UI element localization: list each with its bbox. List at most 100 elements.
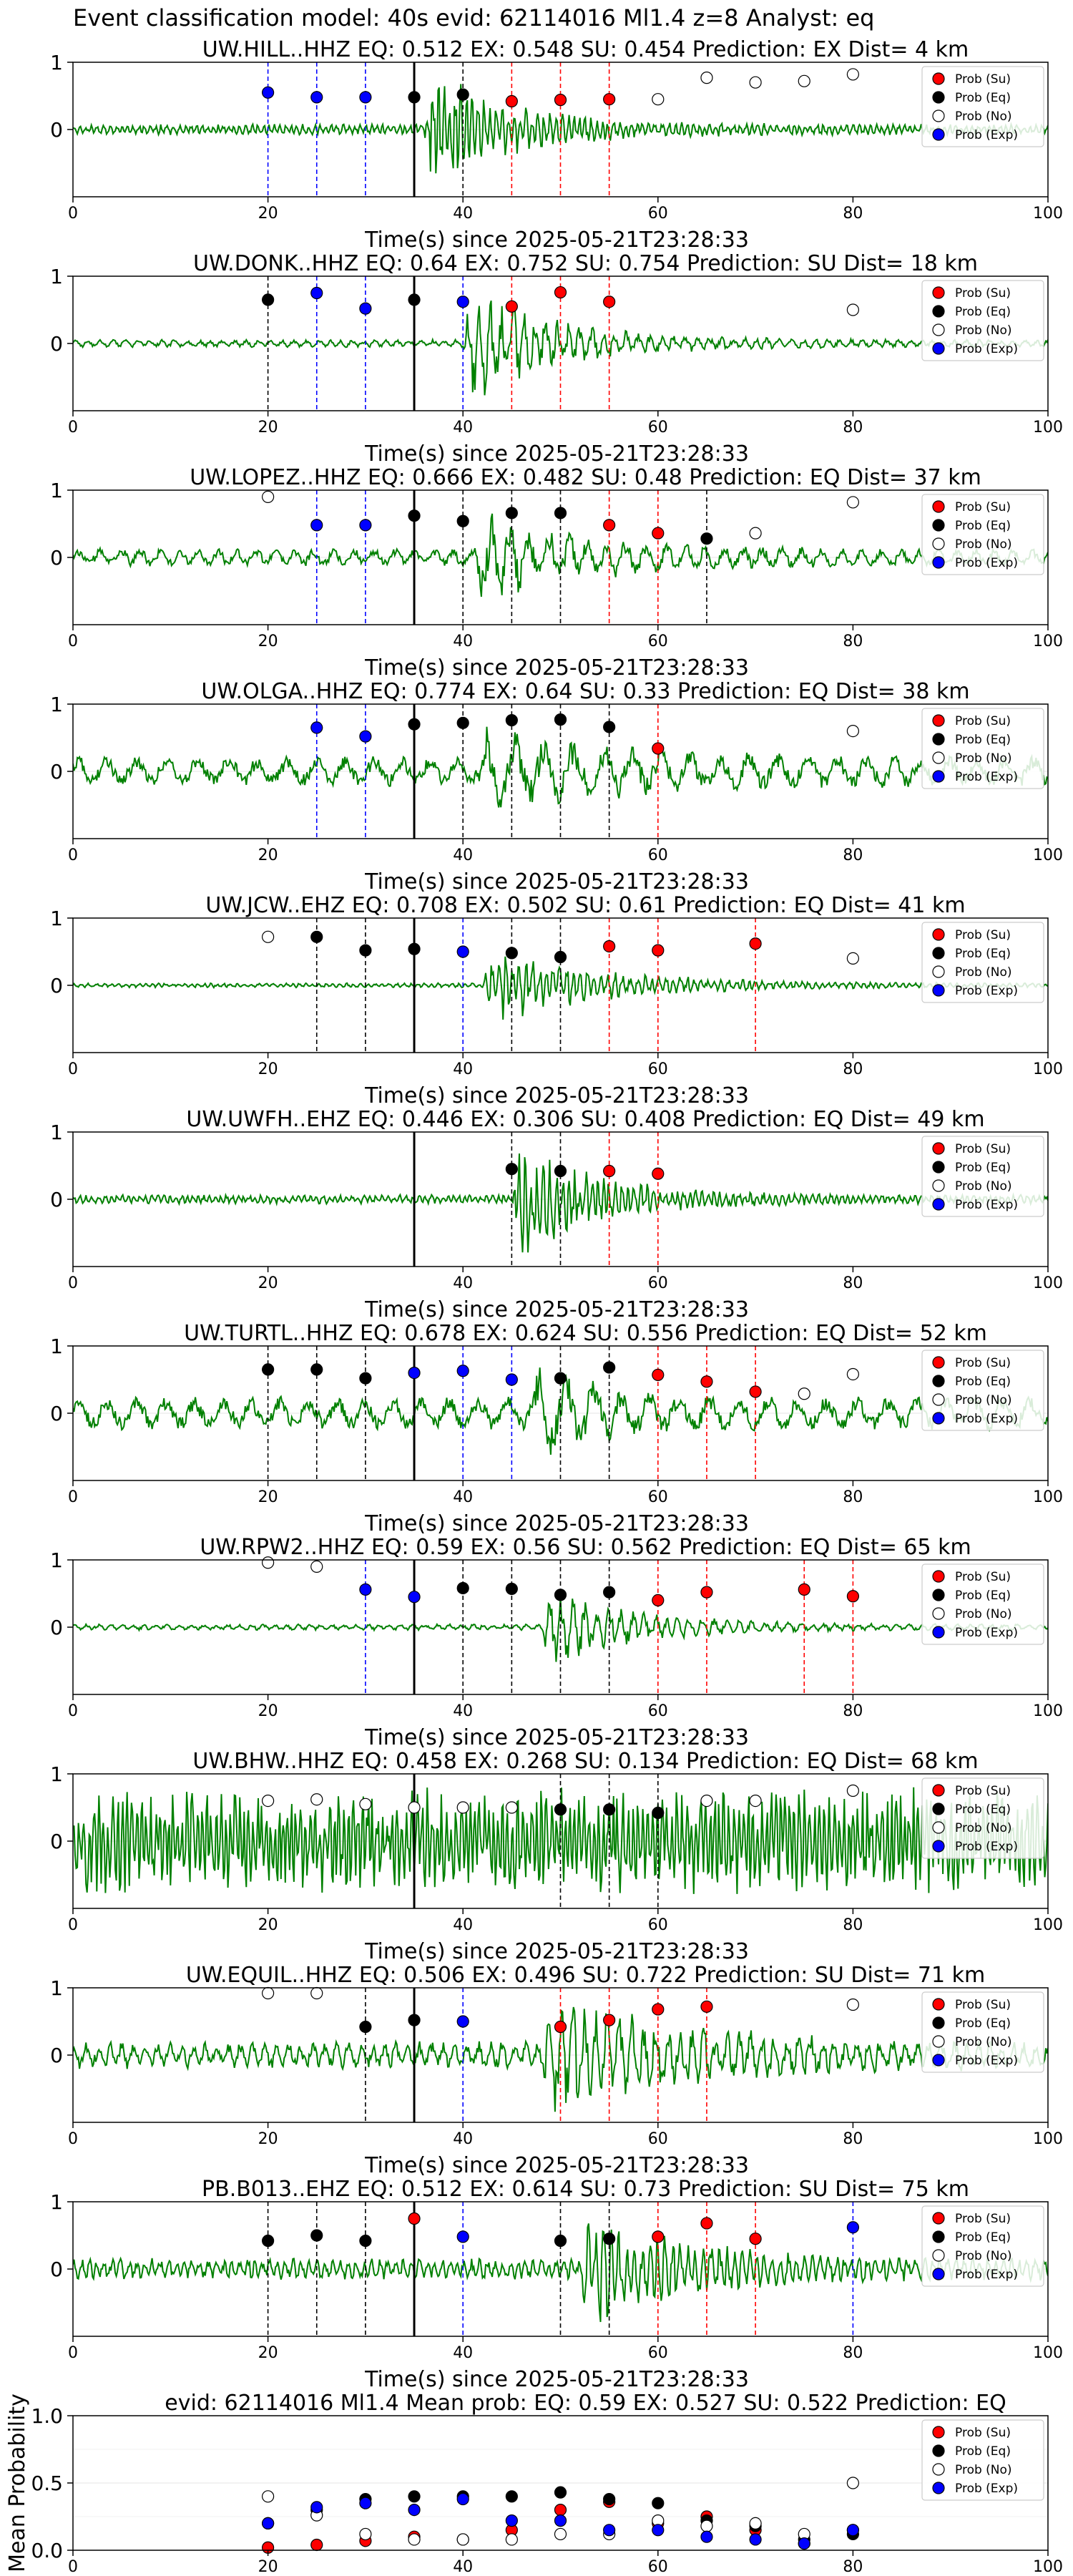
prob-point-probsu — [310, 2538, 323, 2552]
prob-point-probeq — [554, 950, 567, 964]
prob-point-probno — [262, 930, 275, 943]
panel-title: UW.EQUIL..HHZ EQ: 0.506 EX: 0.496 SU: 0.… — [186, 1963, 985, 1988]
prob-point-probexp — [359, 730, 372, 743]
x-axis-label: Time(s) since 2025-05-21T23:28:33 — [364, 2153, 749, 2178]
prob-point-probeq — [603, 2233, 616, 2245]
prob-point-probsu — [652, 2230, 665, 2243]
prob-point-probexp — [456, 1365, 469, 1377]
prob-point-probexp — [700, 2530, 713, 2543]
legend-marker — [932, 1393, 945, 1406]
prob-point-probsu — [749, 1385, 762, 1398]
x-tick-label: 20 — [258, 2130, 278, 2148]
x-tick-label: 60 — [648, 1702, 668, 1720]
legend-marker — [932, 323, 945, 336]
legend: Prob (Su) Prob (Eq) Prob (No) Prob (Exp) — [921, 1991, 1044, 2073]
legend-box — [921, 2419, 1044, 2501]
x-tick-label: 80 — [843, 1274, 863, 1292]
prob-point-probsu — [603, 1164, 616, 1178]
legend-label: Prob (No) — [955, 537, 1012, 552]
prob-point-probeq — [505, 947, 518, 960]
prob-point-probsu — [749, 2233, 762, 2245]
legend-marker — [932, 751, 945, 764]
prob-point-probexp — [505, 1373, 518, 1386]
x-tick-label: 20 — [258, 1060, 278, 1078]
prob-point-probsu — [603, 93, 616, 106]
y-tick-label: 1.0 — [31, 2404, 63, 2428]
legend-label: Prob (Exp) — [955, 984, 1018, 998]
prob-point-probno — [749, 2517, 762, 2529]
prob-point-probno — [846, 1367, 860, 1381]
y-tick-label: 0 — [50, 118, 63, 142]
legend-marker — [932, 72, 945, 85]
legend-label: Prob (No) — [955, 1607, 1012, 1621]
y-tick-label: 1 — [50, 1121, 63, 1144]
x-tick-label: 60 — [648, 1274, 668, 1292]
legend: Prob (Su) Prob (Eq) Prob (No) Prob (Exp) — [921, 66, 1044, 147]
y-tick-label: 1 — [50, 1762, 63, 1786]
prob-point-probsu — [652, 742, 665, 755]
prob-point-probeq — [310, 2229, 323, 2242]
legend-marker — [932, 1607, 945, 1620]
prob-point-probexp — [652, 2524, 665, 2537]
prob-point-probno — [700, 72, 713, 84]
legend-marker — [932, 1589, 945, 1601]
panel-title: UW.LOPEZ..HHZ EQ: 0.666 EX: 0.482 SU: 0.… — [190, 465, 981, 490]
x-tick-label: 40 — [453, 1060, 473, 1078]
prob-point-probeq — [262, 2234, 275, 2248]
legend-marker — [932, 2463, 945, 2476]
x-tick-label: 100 — [1033, 1702, 1063, 1720]
prob-point-probeq — [408, 718, 421, 731]
x-tick-label: 100 — [1033, 2344, 1063, 2362]
prob-point-probno — [846, 1784, 860, 1797]
legend-label: Prob (No) — [955, 1821, 1012, 1835]
y-tick-label: 1 — [50, 1548, 63, 1572]
prob-point-probno — [700, 1795, 713, 1807]
x-tick-label: 20 — [258, 2344, 278, 2362]
legend-label: Prob (Eq) — [955, 519, 1011, 533]
prob-point-probexp — [262, 86, 275, 99]
waveform-trace — [73, 1367, 1048, 1455]
prob-point-probno — [846, 1998, 860, 2011]
legend-label: Prob (Exp) — [955, 770, 1018, 784]
y-tick-label: 0 — [50, 1616, 63, 1639]
prob-point-probsu — [505, 300, 518, 313]
prob-point-probno — [310, 1560, 323, 1573]
legend-marker — [932, 2444, 945, 2457]
y-tick-label: 0 — [50, 546, 63, 570]
x-tick-label: 60 — [648, 2130, 668, 2148]
prob-point-probeq — [359, 944, 372, 957]
legend-label: Prob (Su) — [955, 72, 1011, 87]
prob-point-probexp — [505, 2514, 518, 2527]
prob-point-probno — [408, 1801, 421, 1814]
prob-point-probeq — [262, 1363, 275, 1376]
prob-point-probsu — [700, 2217, 713, 2230]
legend-label: Prob (No) — [955, 109, 1012, 124]
legend-label: Prob (Exp) — [955, 342, 1018, 356]
x-tick-label: 80 — [843, 633, 863, 650]
prob-point-probsu — [554, 94, 567, 107]
y-tick-label: 0 — [50, 974, 63, 997]
x-tick-label: 0 — [68, 1702, 78, 1720]
prob-point-probno — [798, 74, 810, 87]
prob-point-probsu — [652, 1167, 665, 1180]
legend-marker — [932, 984, 945, 997]
legend-label: Prob (Su) — [955, 2212, 1011, 2226]
x-tick-label: 100 — [1033, 1060, 1063, 1078]
legend-marker — [932, 714, 945, 727]
prob-point-probeq — [310, 930, 323, 943]
prob-point-probeq — [652, 2497, 665, 2509]
prob-point-probexp — [749, 2533, 762, 2546]
x-tick-label: 0 — [68, 633, 78, 650]
x-tick-label: 60 — [648, 847, 668, 864]
legend-marker — [932, 947, 945, 960]
x-tick-label: 20 — [258, 1702, 278, 1720]
prob-point-probexp — [456, 2015, 469, 2028]
legend-label: Prob (Su) — [955, 714, 1011, 728]
panel-8: 0 20 40 60 80 100 1 0 UW.RPW2..HHZ EQ: 0.59 EX: … — [50, 1535, 1063, 1750]
x-tick-label: 80 — [843, 2558, 863, 2576]
prob-point-probeq — [700, 532, 713, 545]
prob-point-probexp — [456, 296, 469, 308]
legend-label: Prob (No) — [955, 323, 1012, 338]
y-tick-label: 1 — [50, 1976, 63, 2000]
